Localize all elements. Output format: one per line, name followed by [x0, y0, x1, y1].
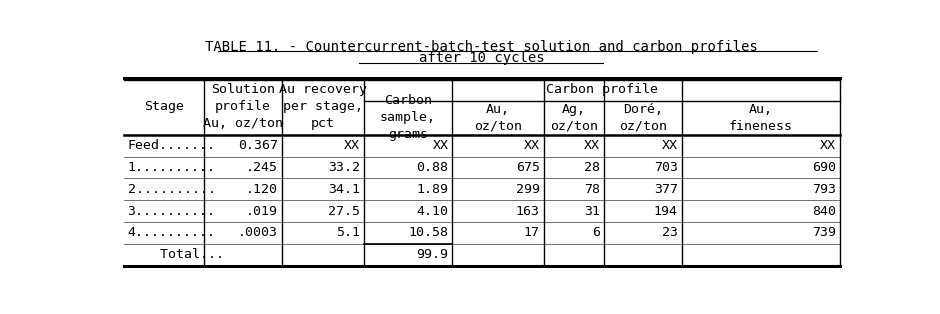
Text: 3..........: 3.......... — [128, 204, 215, 218]
Text: 1.89: 1.89 — [416, 183, 448, 196]
Text: 33.2: 33.2 — [328, 161, 360, 174]
Text: XX: XX — [432, 139, 448, 152]
Text: XX: XX — [662, 139, 678, 152]
Text: 299: 299 — [516, 183, 540, 196]
Text: 163: 163 — [516, 204, 540, 218]
Text: 840: 840 — [812, 204, 836, 218]
Text: 28: 28 — [585, 161, 601, 174]
Text: 4.10: 4.10 — [416, 204, 448, 218]
Text: Stage: Stage — [144, 100, 184, 113]
Text: 0.88: 0.88 — [416, 161, 448, 174]
Text: 703: 703 — [654, 161, 678, 174]
Text: .245: .245 — [246, 161, 278, 174]
Text: Feed.......: Feed....... — [128, 139, 215, 152]
Text: 675: 675 — [516, 161, 540, 174]
Text: XX: XX — [524, 139, 540, 152]
Text: 194: 194 — [654, 204, 678, 218]
Text: Carbon
sample,
grams: Carbon sample, grams — [380, 94, 436, 141]
Text: 10.58: 10.58 — [408, 226, 448, 239]
Text: 1..........: 1.......... — [128, 161, 215, 174]
Text: XX: XX — [344, 139, 360, 152]
Text: Au recovery
per stage,
pct: Au recovery per stage, pct — [279, 83, 367, 130]
Text: 27.5: 27.5 — [328, 204, 360, 218]
Text: 2..........: 2.......... — [128, 183, 215, 196]
Text: .120: .120 — [246, 183, 278, 196]
Text: 377: 377 — [654, 183, 678, 196]
Text: 99.9: 99.9 — [416, 248, 448, 261]
Text: 31: 31 — [585, 204, 601, 218]
Text: 17: 17 — [524, 226, 540, 239]
Text: .019: .019 — [246, 204, 278, 218]
Text: 793: 793 — [812, 183, 836, 196]
Text: TABLE 11. - Countercurrent-batch-test solution and carbon profiles: TABLE 11. - Countercurrent-batch-test so… — [205, 40, 759, 54]
Text: 6: 6 — [592, 226, 601, 239]
Text: .0003: .0003 — [238, 226, 278, 239]
Text: Doré,
oz/ton: Doré, oz/ton — [619, 103, 667, 133]
Text: after 10 cycles: after 10 cycles — [419, 51, 544, 66]
Text: 5.1: 5.1 — [337, 226, 360, 239]
Text: 739: 739 — [812, 226, 836, 239]
Text: XX: XX — [820, 139, 836, 152]
Text: Au,
fineness: Au, fineness — [728, 103, 792, 133]
Text: 23: 23 — [662, 226, 678, 239]
Text: Carbon profile: Carbon profile — [546, 83, 658, 96]
Text: Ag,
oz/ton: Ag, oz/ton — [550, 103, 598, 133]
Text: 4..........: 4.......... — [128, 226, 215, 239]
Text: 78: 78 — [585, 183, 601, 196]
Text: 0.367: 0.367 — [238, 139, 278, 152]
Text: Au,
oz/ton: Au, oz/ton — [474, 103, 522, 133]
Text: 690: 690 — [812, 161, 836, 174]
Text: Total...: Total... — [128, 248, 224, 261]
Text: XX: XX — [585, 139, 601, 152]
Text: 34.1: 34.1 — [328, 183, 360, 196]
Text: Solution
profile
Au, oz/ton: Solution profile Au, oz/ton — [203, 83, 283, 130]
